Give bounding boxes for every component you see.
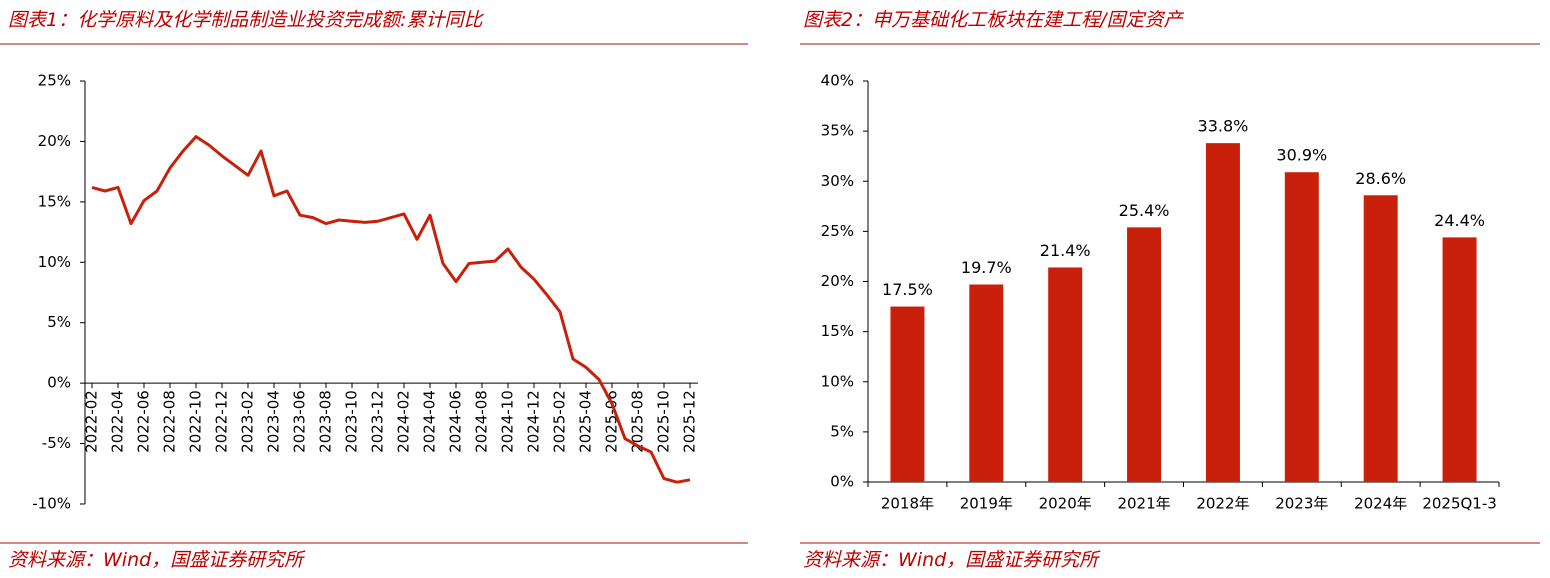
y-tick-label: 35% xyxy=(821,122,854,140)
y-tick-label: 15% xyxy=(38,192,71,210)
x-tick-label: 2024年 xyxy=(1354,495,1407,513)
value-label: 30.9% xyxy=(1276,146,1327,165)
value-label: 17.5% xyxy=(882,280,933,299)
x-tick-label: 2024-04 xyxy=(421,390,439,453)
chart-title: 图表1：化学原料及化学制品制造业投资完成额:累计同比 xyxy=(8,9,484,31)
x-tick-label: 2025-06 xyxy=(603,390,621,453)
x-tick-label: 2024-10 xyxy=(499,390,517,453)
y-tick-label: 10% xyxy=(821,372,854,390)
bar xyxy=(890,306,925,482)
value-label: 33.8% xyxy=(1198,117,1249,136)
y-tick-label: 25% xyxy=(821,222,854,240)
bar xyxy=(1442,237,1477,482)
y-tick-label: -5% xyxy=(42,434,71,452)
x-tick-label: 2025-08 xyxy=(629,390,647,453)
x-tick-label: 2020年 xyxy=(1039,495,1092,513)
value-label: 24.4% xyxy=(1434,211,1485,230)
x-tick-label: 2022-02 xyxy=(83,390,101,453)
x-tick-label: 2022-08 xyxy=(161,390,179,453)
value-label: 21.4% xyxy=(1040,241,1091,260)
x-tick-label: 2024-08 xyxy=(473,390,491,453)
x-tick-label: 2025Q1-3 xyxy=(1422,495,1496,513)
x-tick-label: 2023-06 xyxy=(291,390,309,453)
value-label: 25.4% xyxy=(1119,201,1170,220)
x-tick-label: 2023-08 xyxy=(317,390,335,453)
line-series xyxy=(91,135,691,484)
bar xyxy=(1363,195,1398,482)
x-tick-label: 2024-12 xyxy=(525,390,543,453)
x-tick-label: 2023-02 xyxy=(239,390,257,453)
y-tick-label: 40% xyxy=(821,72,854,90)
x-tick-label: 2023年 xyxy=(1275,495,1328,513)
y-tick-label: 15% xyxy=(821,322,854,340)
x-tick-label: 2022年 xyxy=(1196,495,1249,513)
bar xyxy=(1127,227,1162,482)
x-tick-label: 2022-10 xyxy=(187,390,205,453)
x-tick-label: 2024-02 xyxy=(395,390,413,453)
y-tick-label: 5% xyxy=(47,313,71,331)
x-tick-label: 2022-06 xyxy=(135,390,153,453)
x-tick-label: 2024-06 xyxy=(447,390,465,453)
bar xyxy=(969,284,1004,482)
x-tick-label: 2023-10 xyxy=(343,390,361,453)
bar xyxy=(1284,172,1319,483)
y-tick-label: 0% xyxy=(47,374,71,392)
y-tick-label: 25% xyxy=(38,72,71,90)
x-tick-label: 2025-12 xyxy=(681,390,699,453)
bar xyxy=(1205,143,1240,482)
x-tick-label: 2022-04 xyxy=(109,390,127,453)
x-tick-label: 2018年 xyxy=(881,495,934,513)
y-tick-label: 20% xyxy=(38,132,71,150)
x-tick-label: 2021年 xyxy=(1117,495,1170,513)
value-label: 19.7% xyxy=(961,258,1012,277)
value-label: 28.6% xyxy=(1355,169,1406,188)
x-tick-label: 2025-04 xyxy=(577,390,595,453)
y-tick-label: 5% xyxy=(830,422,854,440)
bar xyxy=(1048,267,1083,482)
x-tick-label: 2023-12 xyxy=(369,390,387,453)
x-tick-label: 2025-10 xyxy=(655,390,673,453)
x-tick-label: 2019年 xyxy=(960,495,1013,513)
y-tick-label: 20% xyxy=(821,272,854,290)
source-note: 资料来源：Wind，国盛证券研究所 xyxy=(803,549,1101,571)
x-tick-label: 2023-04 xyxy=(265,390,283,453)
x-tick-label: 2022-12 xyxy=(213,390,231,453)
y-tick-label: -10% xyxy=(32,495,71,513)
y-tick-label: 0% xyxy=(830,473,854,491)
y-tick-label: 10% xyxy=(38,253,71,271)
chart-title: 图表2：申万基础化工板块在建工程/固定资产 xyxy=(803,9,1184,31)
y-tick-label: 30% xyxy=(821,172,854,190)
x-tick-label: 2025-02 xyxy=(551,390,569,453)
source-note: 资料来源：Wind，国盛证券研究所 xyxy=(8,549,306,571)
